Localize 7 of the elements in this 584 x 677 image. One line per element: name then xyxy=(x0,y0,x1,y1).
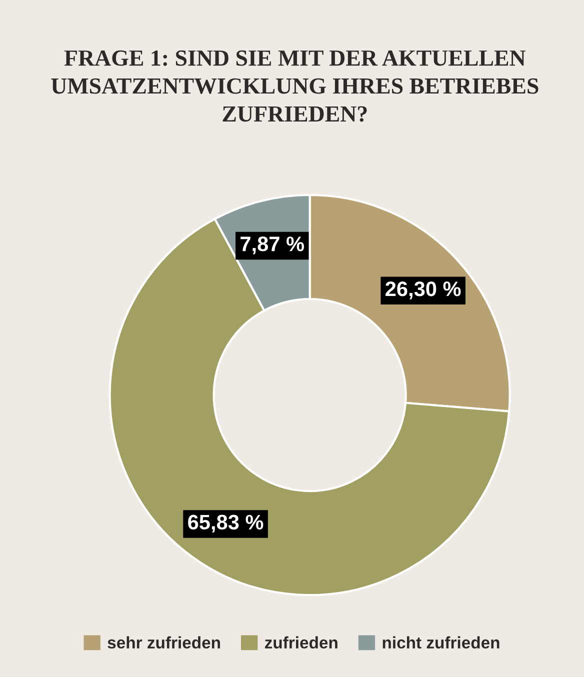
data-label: 65,83 % xyxy=(188,514,264,533)
data-label: 7,87 % xyxy=(240,236,304,254)
legend-label: sehr zufrieden xyxy=(108,636,220,649)
legend-label: zufrieden xyxy=(264,636,338,649)
legend-label: nicht zufrieden xyxy=(382,636,500,649)
chart-title: FRAGE 1: SIND SIE MIT DER AKTUELLEN UMSATZENTWICKLUNG IHRES BETRIEBES ZUFRIEDEN? xyxy=(51,50,538,122)
data-label: 26,30 % xyxy=(386,282,461,300)
